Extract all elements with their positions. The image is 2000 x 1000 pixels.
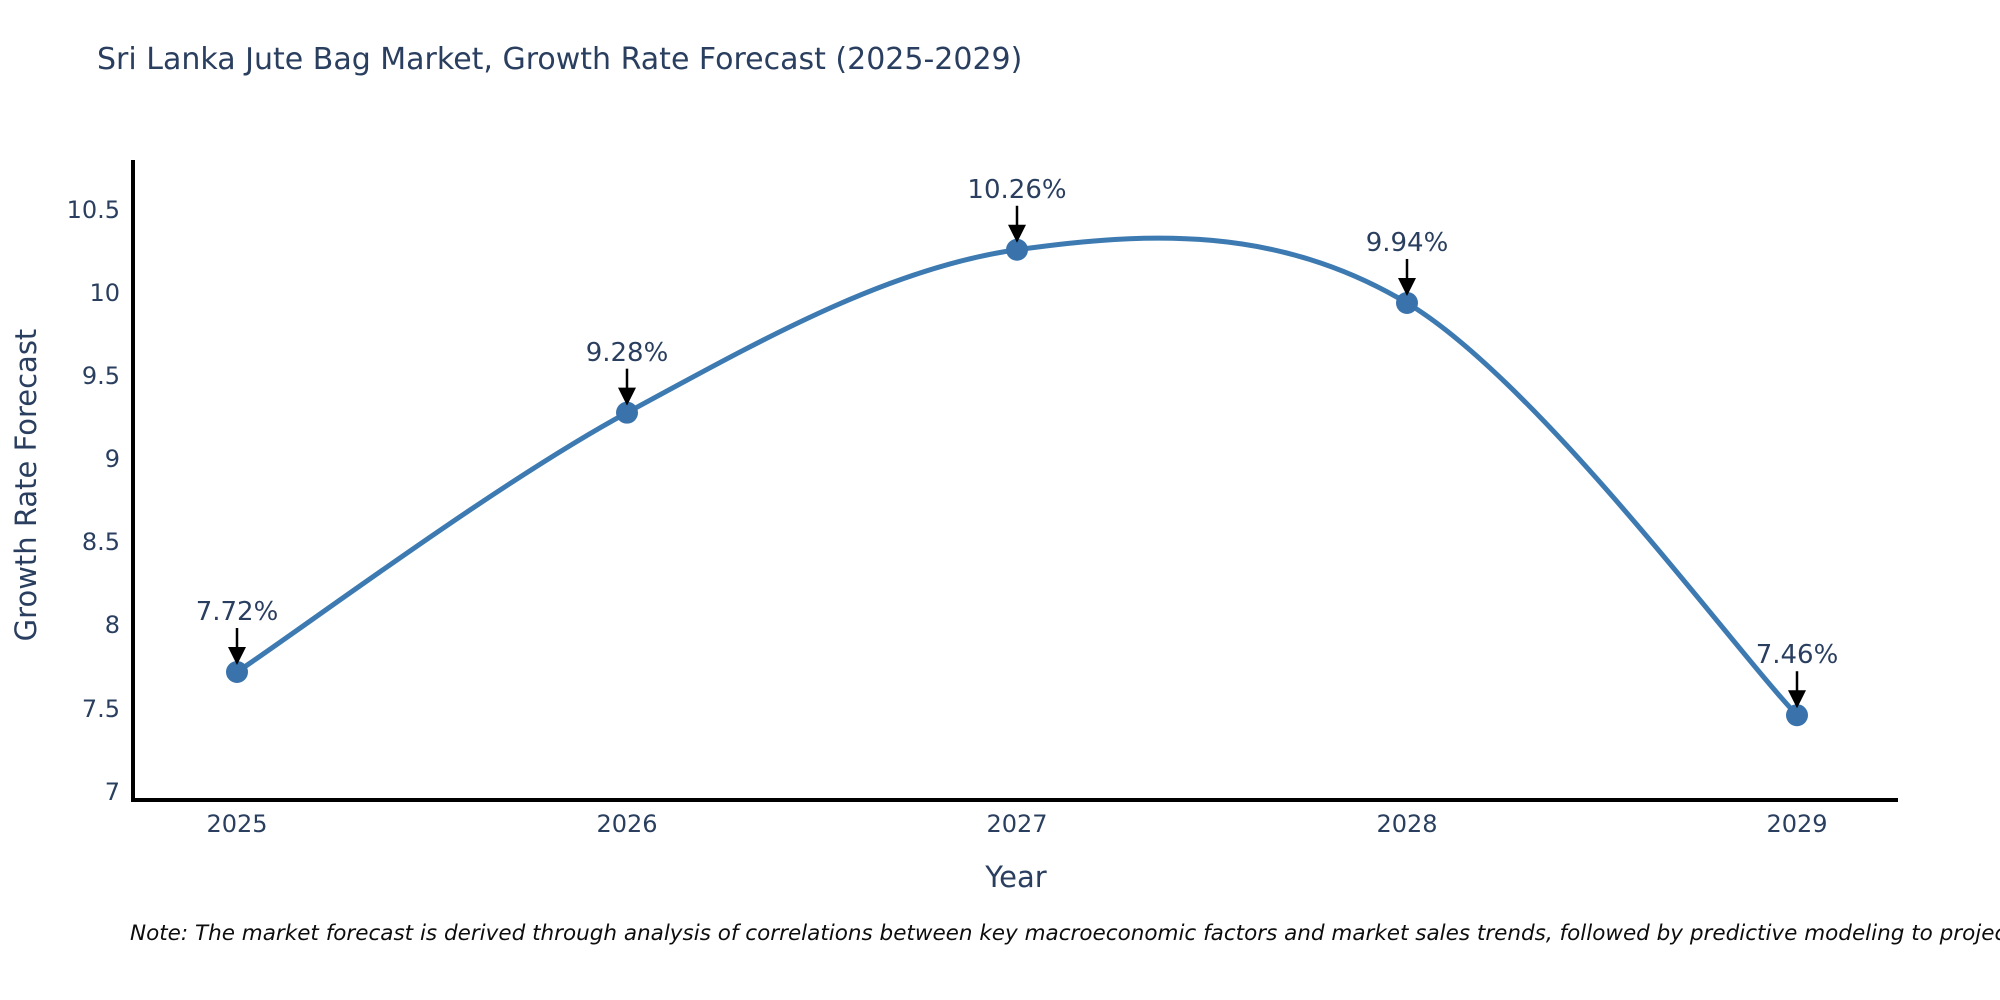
y-tick-label: 8.5 <box>81 528 120 557</box>
annotation-label: 9.94% <box>1365 227 1449 258</box>
y-tick-label: 10.5 <box>66 195 120 224</box>
x-tick-label: 2029 <box>1766 810 1828 838</box>
annotation-label: 10.26% <box>967 174 1067 205</box>
x-tick-label: 2027 <box>986 810 1048 838</box>
x-axis-title: Year <box>985 860 1047 894</box>
annotation-label: 7.46% <box>1755 640 1839 671</box>
chart-title: Sri Lanka Jute Bag Market, Growth Rate F… <box>97 42 1023 77</box>
annotation-arrowhead <box>228 647 246 665</box>
annotation-arrowhead <box>1788 690 1806 709</box>
data-point-marker <box>1006 238 1028 261</box>
y-tick-label: 7 <box>104 777 120 806</box>
y-tick-label: 9.5 <box>81 362 120 391</box>
y-tick-label: 7.5 <box>81 694 120 723</box>
y-tick-label: 8 <box>104 611 120 640</box>
footnote: Note: The market forecast is derived thr… <box>130 921 2000 946</box>
y-tick-label: 9 <box>104 445 120 474</box>
annotation-label: 7.72% <box>195 597 279 627</box>
forecast-line <box>234 235 1800 718</box>
annotation-arrowhead <box>1008 224 1026 243</box>
data-point-marker <box>1396 291 1418 314</box>
annotation-label: 9.28% <box>585 337 669 368</box>
x-tick-label: 2028 <box>1376 810 1438 838</box>
annotation-arrowhead <box>1398 277 1416 296</box>
y-tick-label: 10 <box>89 278 120 307</box>
annotation-arrowhead <box>618 387 636 406</box>
data-point-marker <box>616 401 638 424</box>
y-axis-title: Growth Rate Forecast <box>9 328 43 642</box>
data-point-marker <box>1786 704 1808 727</box>
data-point-marker <box>226 661 248 683</box>
x-tick-label: 2026 <box>596 810 658 838</box>
x-tick-label: 2025 <box>206 810 268 838</box>
